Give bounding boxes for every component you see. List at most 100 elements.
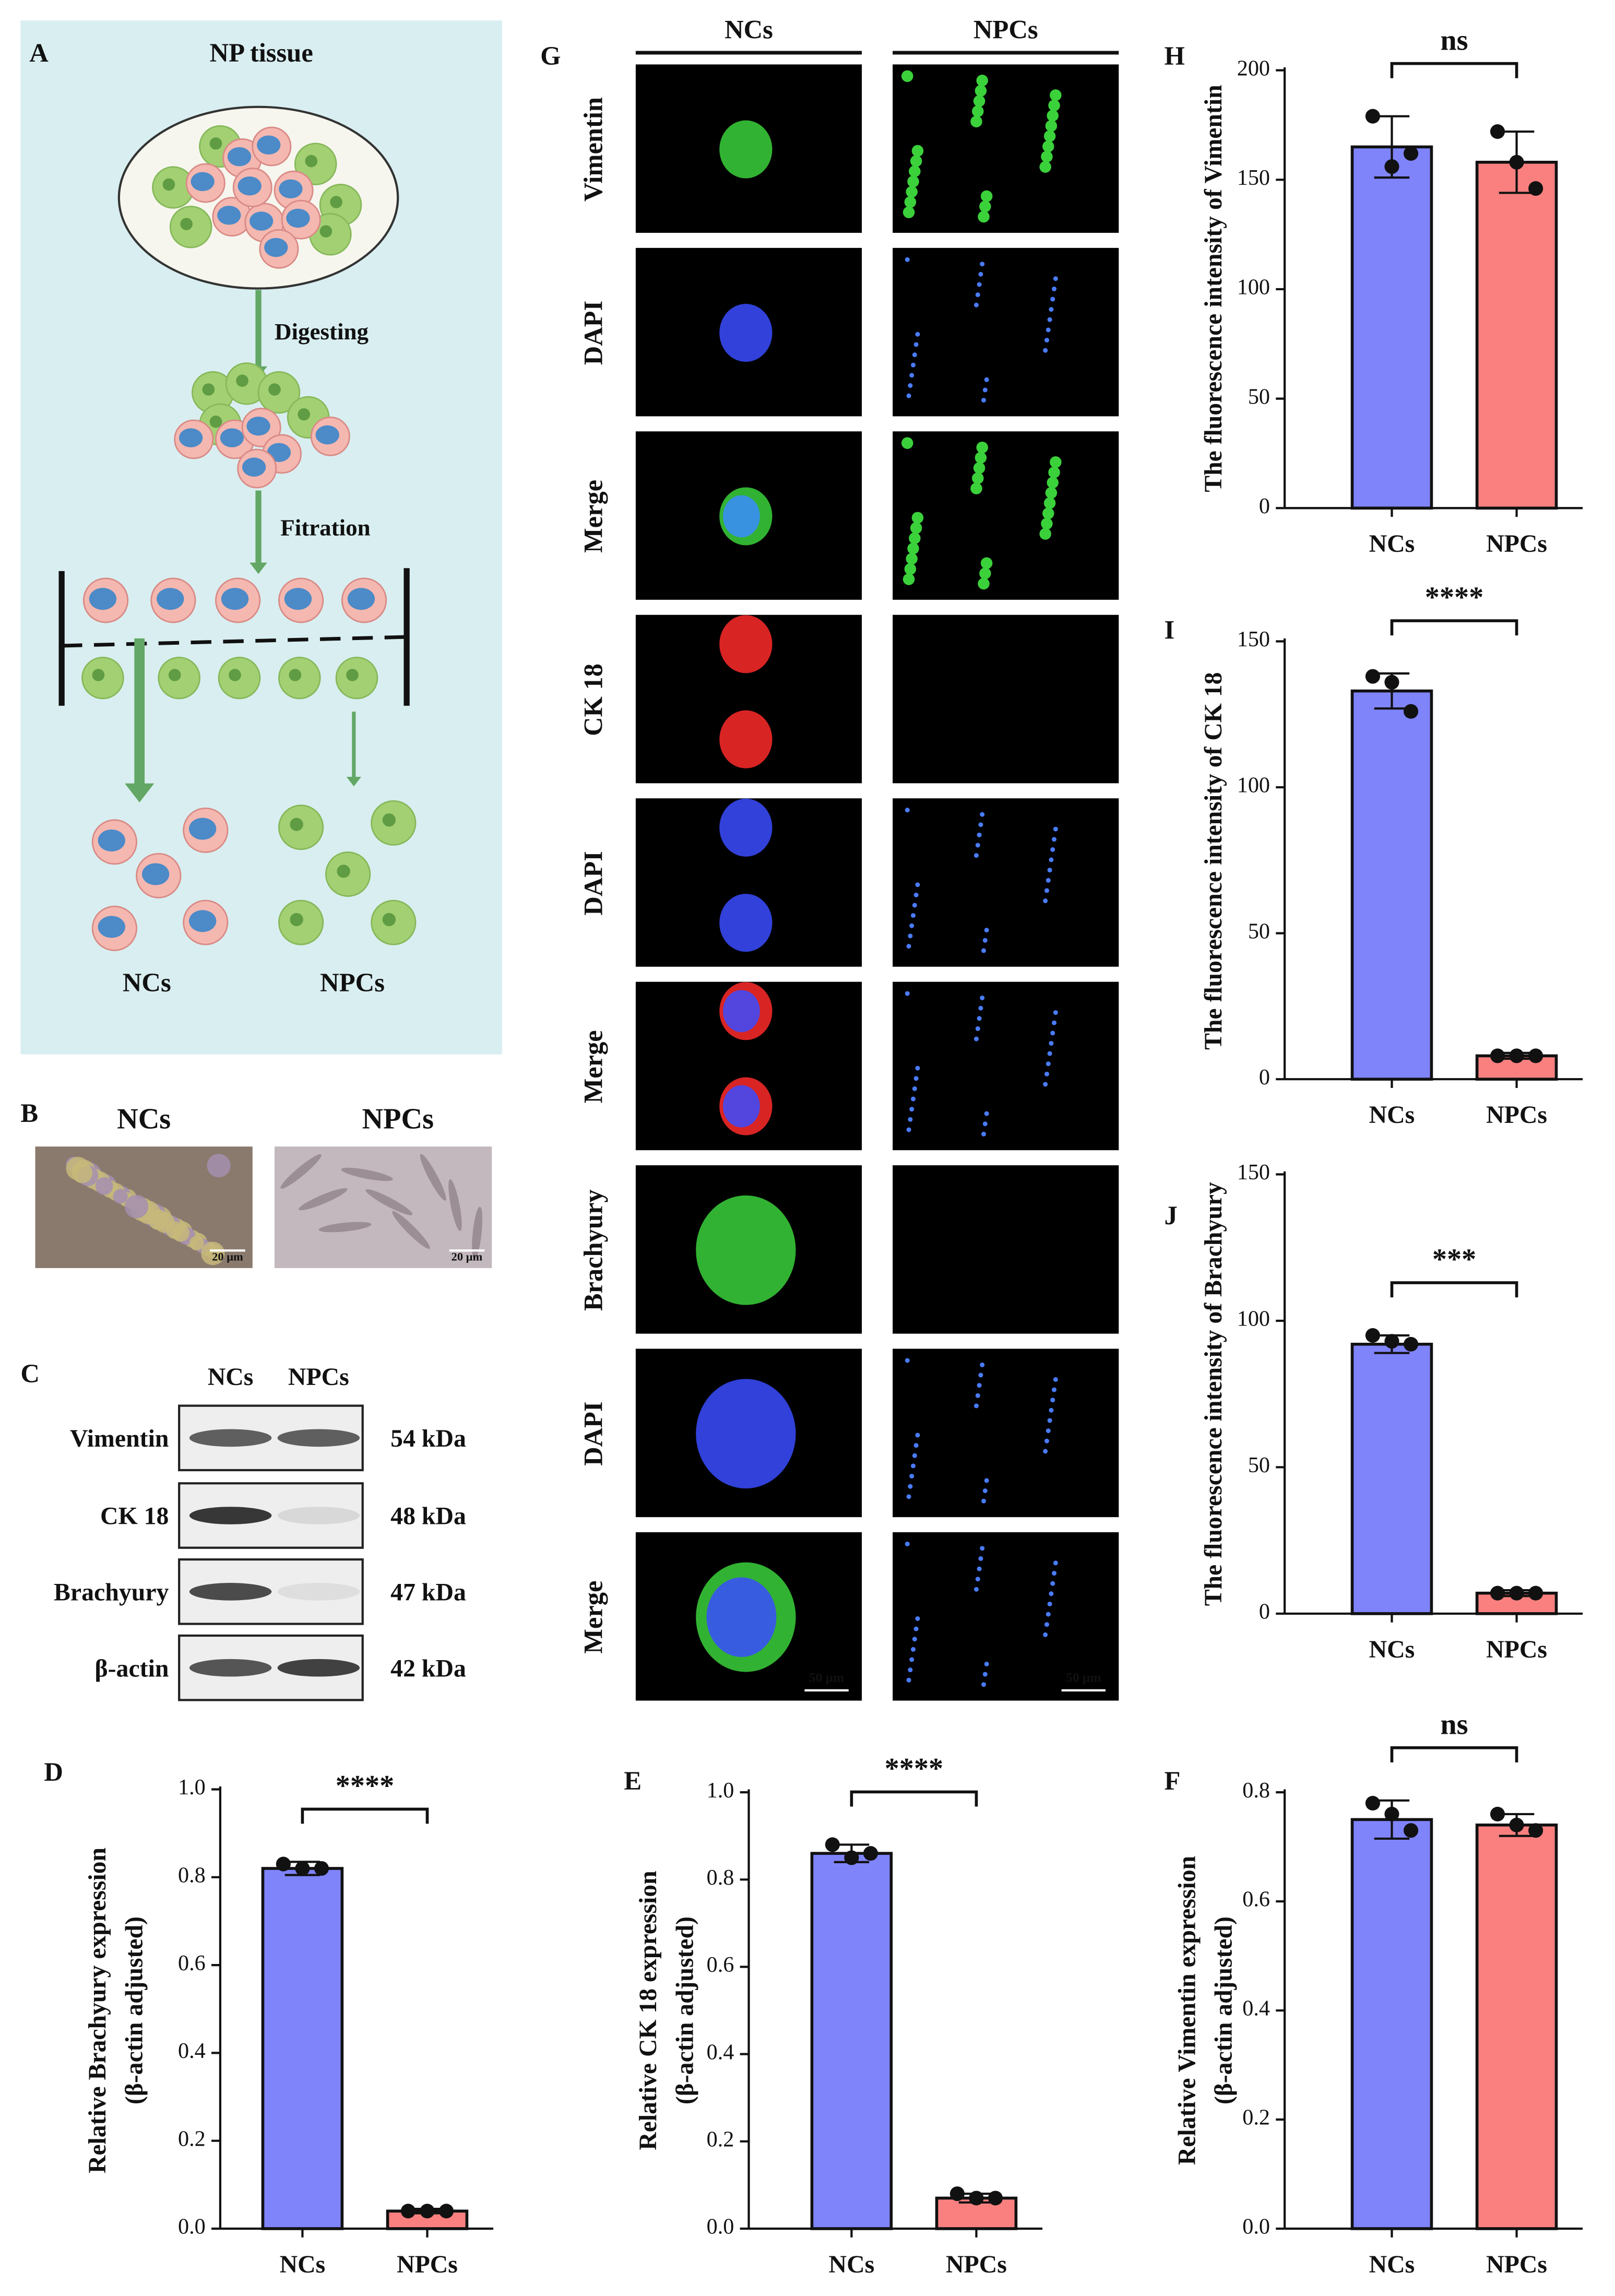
cell-signal (719, 894, 773, 952)
bar (1350, 1818, 1433, 2230)
cell-signal (905, 257, 910, 262)
cell-signal (905, 1358, 910, 1363)
cell-signal (1039, 528, 1051, 540)
cell-signal (906, 186, 918, 198)
replicate-point (1365, 109, 1380, 124)
x-tick-label: NPCs (1486, 530, 1547, 558)
npc-nucleus (162, 178, 175, 191)
cell-signal (970, 115, 982, 128)
bar (1475, 160, 1558, 510)
nc-nucleus (188, 910, 217, 932)
replicate-point (439, 2204, 454, 2219)
size-label: 42 kDa (390, 1654, 466, 1682)
npc-nucleus (202, 383, 215, 396)
y-tick-label: 0.6 (178, 1951, 206, 1975)
replicate-point (400, 2204, 416, 2219)
cell-signal (1052, 1387, 1057, 1392)
cell-signal (976, 75, 988, 87)
npc-nucleus (180, 218, 193, 230)
cell-signal (906, 944, 911, 949)
y-tick-label: 150 (1237, 627, 1270, 652)
x-tick-label: NCs (829, 2251, 875, 2278)
panel-a-title: NP tissue (210, 38, 313, 67)
blot-band (189, 1583, 272, 1601)
cell-signal (973, 1587, 979, 1592)
cell-signal (908, 1484, 913, 1489)
cell-signal (981, 398, 987, 403)
replicate-point (276, 1856, 291, 1872)
cell-signal (1039, 161, 1051, 173)
x-tick-label: NPCs (946, 2251, 1007, 2278)
cell-signal (906, 553, 918, 565)
panel-letter: H (1164, 41, 1184, 70)
stain-label: Merge (579, 1030, 608, 1103)
cell-signal (719, 304, 773, 362)
panel-letter: F (1164, 1766, 1180, 1795)
replicate-point (863, 1846, 878, 1861)
replicate-point (1509, 1048, 1524, 1063)
nc-nucleus (98, 829, 125, 852)
panel-letter: J (1164, 1201, 1177, 1230)
cell-signal (1046, 327, 1051, 333)
cell-signal (973, 95, 985, 107)
replicate-point (314, 1861, 329, 1876)
npc-cell-image (392, 1211, 430, 1249)
cell-signal (1043, 898, 1048, 904)
y-tick-label: 0 (1259, 494, 1270, 518)
cell-signal (978, 271, 983, 277)
cell-signal (912, 352, 917, 358)
x-tick-label: NCs (1369, 530, 1415, 558)
cell-signal (901, 437, 913, 449)
panel-letter: G (540, 41, 561, 70)
cell-signal (909, 532, 921, 545)
nc-nucleus (246, 416, 270, 436)
y-tick-label: 0.4 (1242, 1996, 1270, 2021)
cell-signal (906, 1127, 911, 1132)
cell-signal (911, 1647, 916, 1652)
nc-nucleus (89, 588, 117, 610)
cell-signal (1049, 857, 1054, 862)
cell-signal (1050, 847, 1055, 852)
cell-signal (981, 1498, 987, 1504)
cell-signal (906, 393, 911, 398)
cell-signal (719, 710, 773, 768)
cell-signal (911, 913, 916, 918)
size-label: 48 kDa (390, 1502, 466, 1530)
cell-signal (912, 1086, 917, 1091)
replicate-point (1403, 704, 1419, 719)
cell-signal (706, 1577, 777, 1657)
x-tick-label: NCs (1369, 1101, 1415, 1129)
stain-label: Merge (579, 1581, 608, 1654)
replicate-point (1384, 1806, 1399, 1821)
nc-cell-image (189, 1236, 204, 1251)
fluorescence-image (893, 614, 1119, 784)
panel-letter: E (624, 1766, 642, 1795)
cell-signal (1050, 456, 1062, 468)
cell-signal (719, 798, 773, 857)
npc-nucleus (229, 669, 241, 681)
cell-signal (1049, 1591, 1054, 1596)
scale-bar-label: 20 μm (212, 1250, 243, 1263)
nc-nucleus (157, 588, 184, 610)
y-tick-label: 0.4 (707, 2040, 734, 2064)
replicate-point (988, 2191, 1003, 2206)
npc-cell-image (420, 1154, 446, 1201)
cell-signal (1043, 1632, 1048, 1637)
step-label: Fitration (280, 515, 370, 541)
cell-signal (1053, 1377, 1058, 1382)
cell-signal (973, 853, 979, 858)
npc-nucleus (319, 225, 332, 238)
cell-signal (1046, 878, 1051, 883)
y-axis-label: The fluorescence intensity of CK 18 (1200, 672, 1227, 1050)
cell-signal (1047, 1418, 1052, 1423)
group-label: NPCs (320, 968, 385, 997)
filter-membrane (62, 635, 407, 648)
y-tick-label: 200 (1237, 56, 1270, 80)
significance-label: **** (885, 1753, 943, 1785)
cell-signal (909, 373, 915, 378)
npc-nucleus (92, 669, 105, 681)
cell-signal (1045, 487, 1058, 499)
cell-signal (908, 933, 913, 939)
